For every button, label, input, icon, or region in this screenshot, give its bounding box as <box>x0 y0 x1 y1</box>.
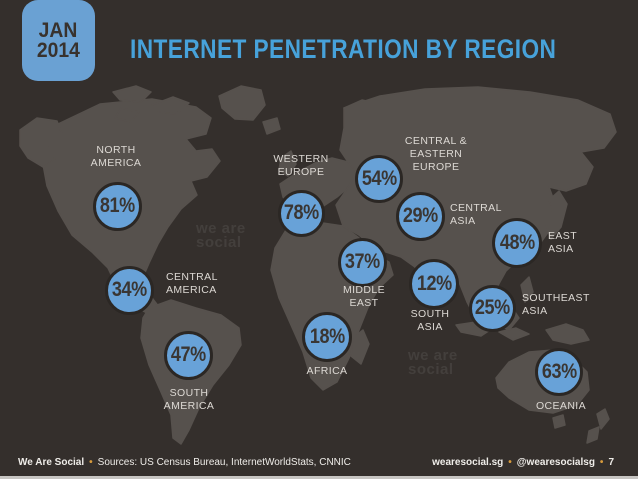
region-bubble: 18% <box>302 312 352 362</box>
we-are-social-watermark: we are social <box>196 220 246 251</box>
region-label: CENTRAL & EASTERN EUROPE <box>404 135 468 173</box>
region-label: OCEANIA <box>535 400 587 412</box>
footer-bullet-icon: • <box>508 457 512 468</box>
date-badge: JAN 2014 <box>22 0 95 81</box>
arctic-island-1 <box>112 85 152 103</box>
island-tasmania <box>552 414 566 429</box>
region-label: AFRICA <box>306 365 348 377</box>
footer-page-number: 7 <box>608 457 614 468</box>
footer-left: We Are Social • Sources: US Census Burea… <box>18 457 351 468</box>
region-bubble: 37% <box>337 237 387 287</box>
region-bubble: 48% <box>492 218 542 268</box>
footer-bullet-icon: • <box>599 457 604 468</box>
region-label: EAST ASIA <box>548 230 578 255</box>
island-iceland <box>262 117 281 135</box>
page-title: INTERNET PENETRATION BY REGION <box>130 34 557 64</box>
island-new-zealand-south <box>586 426 600 444</box>
region-value: 54% <box>361 167 397 190</box>
region-value: 63% <box>541 360 577 383</box>
bottom-edge-strip <box>0 476 638 479</box>
region-label: SOUTH ASIA <box>410 308 450 333</box>
region-value: 18% <box>309 325 345 348</box>
date-badge-year: 2014 <box>37 38 80 62</box>
region-bubble: 29% <box>395 191 445 241</box>
island-greenland <box>218 85 266 121</box>
region-label: CENTRAL AMERICA <box>166 271 218 296</box>
region-label: NORTH AMERICA <box>90 144 142 169</box>
region-label: MIDDLE EAST <box>342 284 386 309</box>
island-java <box>498 327 530 341</box>
region-bubble: 34% <box>104 265 154 315</box>
island-japan <box>545 190 568 240</box>
arctic-island-2 <box>151 96 190 115</box>
region-label: SOUTHEAST ASIA <box>522 292 590 317</box>
island-new-zealand-north <box>596 408 610 430</box>
region-alaska <box>19 117 63 168</box>
region-value: 34% <box>111 278 147 301</box>
footer-brand: We Are Social <box>18 457 85 468</box>
island-uk <box>278 150 297 177</box>
footer: We Are Social • Sources: US Census Burea… <box>18 457 614 468</box>
region-bubble: 25% <box>468 284 516 332</box>
island-madagascar <box>350 329 370 365</box>
island-new-guinea <box>545 323 590 345</box>
region-bubble: 63% <box>535 348 583 396</box>
region-value: 81% <box>99 194 135 217</box>
region-value: 29% <box>402 204 438 227</box>
region-bubble: 81% <box>92 181 142 231</box>
region-label: WESTERN EUROPE <box>273 153 329 178</box>
footer-site-link[interactable]: wearesocial.sg <box>432 457 504 468</box>
region-bubble: 47% <box>163 330 213 380</box>
region-value: 47% <box>170 343 206 366</box>
footer-bullet-icon: • <box>89 457 93 468</box>
island-philippines <box>520 276 534 303</box>
region-bubble: 54% <box>355 155 403 203</box>
region-bubble: 12% <box>409 259 459 309</box>
region-value: 25% <box>474 296 510 319</box>
region-value: 78% <box>283 201 319 224</box>
region-value: 37% <box>344 250 380 273</box>
we-are-social-watermark: we are social <box>408 347 458 378</box>
date-badge-month: JAN <box>39 18 78 42</box>
footer-sources: Sources: US Census Bureau, InternetWorld… <box>97 457 351 468</box>
region-label: SOUTH AMERICA <box>163 387 215 412</box>
footer-twitter-handle[interactable]: @wearesocialsg <box>516 457 595 468</box>
region-value: 12% <box>416 272 452 295</box>
region-label: CENTRAL ASIA <box>450 202 502 227</box>
arctic-island-3 <box>114 107 140 123</box>
footer-right: wearesocial.sg • @wearesocialsg • 7 <box>432 457 614 468</box>
region-value: 48% <box>499 231 535 254</box>
region-bubble: 78% <box>277 189 325 237</box>
